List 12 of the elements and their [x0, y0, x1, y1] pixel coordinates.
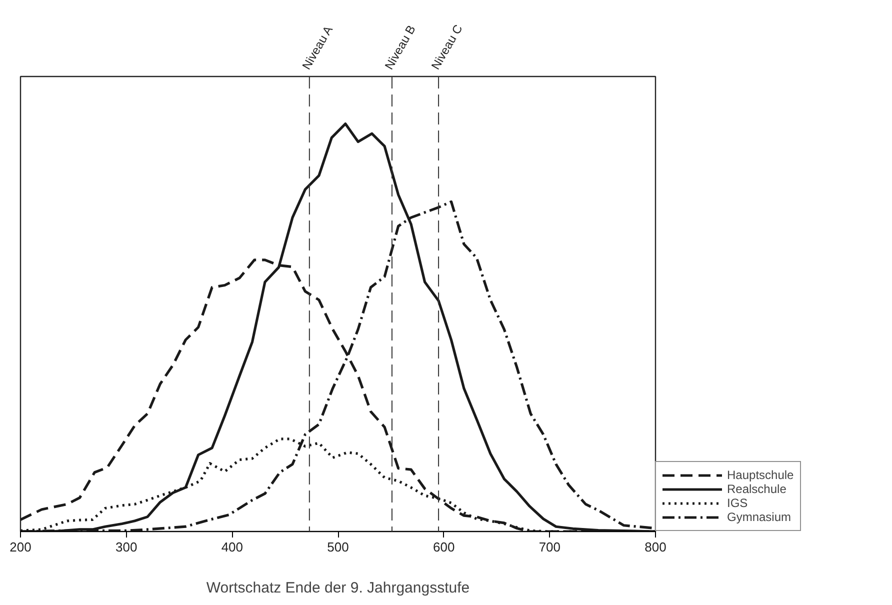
x-axis-title: Wortschatz Ende der 9. Jahrgangsstufe — [206, 580, 470, 596]
x-tick-label: 400 — [221, 540, 244, 554]
legend-label: Gymnasium — [727, 510, 792, 524]
x-tick-label: 800 — [644, 540, 666, 554]
legend-label: Realschule — [727, 482, 786, 496]
x-tick-label: 600 — [432, 540, 455, 554]
x-tick-label: 500 — [327, 540, 349, 554]
x-tick-label: 200 — [10, 540, 32, 554]
legend-label: Hauptschule — [727, 468, 794, 482]
x-tick-label: 300 — [115, 540, 138, 554]
legend-label: IGS — [727, 496, 748, 510]
x-tick-label: 700 — [538, 540, 561, 554]
